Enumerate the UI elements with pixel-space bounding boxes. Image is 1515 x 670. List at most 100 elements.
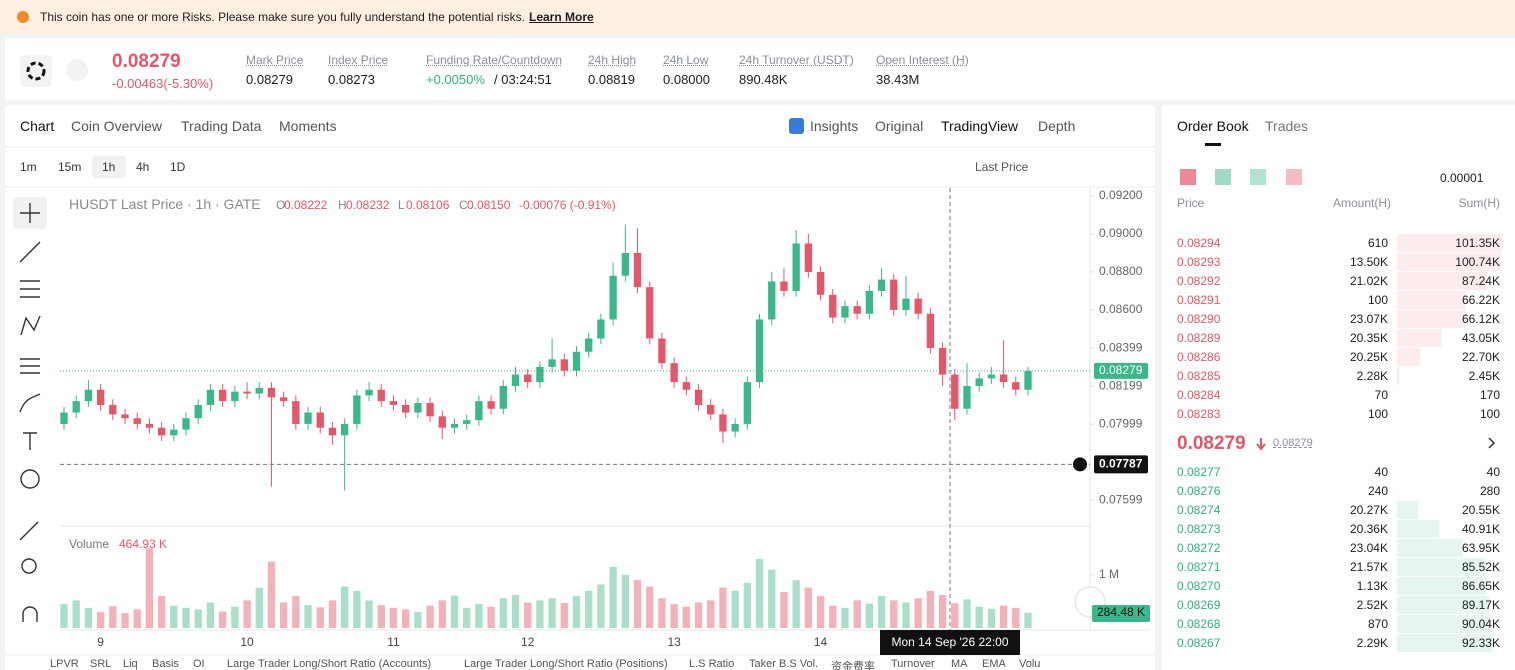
learn-more-link[interactable]: Learn More (529, 10, 594, 24)
interval[interactable]: 15m (58, 160, 82, 174)
book-mark: 0.08279 (1273, 437, 1313, 449)
volume-bar (279, 602, 288, 628)
depth-bar (1397, 272, 1488, 290)
indicator-tab[interactable]: EMA (982, 658, 1006, 670)
chart-tab[interactable]: Trading Data (181, 118, 262, 134)
book-view-asks[interactable] (1250, 169, 1266, 185)
volume-last-box (1092, 605, 1150, 622)
depth-bar (1397, 558, 1486, 576)
indicator-tab[interactable]: L.S Ratio (689, 658, 735, 670)
candle-body (84, 389, 93, 402)
book-tab[interactable]: Trades (1265, 118, 1309, 134)
candle-body (206, 389, 215, 405)
book-view-alt[interactable] (1286, 169, 1302, 185)
volume-bar (231, 606, 239, 628)
legend-value: -0.00076 (-0.91%) (519, 198, 616, 212)
indicator-tab[interactable]: Liq (123, 658, 138, 670)
volume-bar (536, 600, 544, 628)
view-option[interactable]: Insights (810, 118, 859, 134)
book-price: 0.08289 (1177, 331, 1221, 345)
book-view-bids[interactable] (1215, 169, 1231, 185)
volume-bar (694, 602, 703, 628)
volume-bar (340, 586, 349, 628)
volume-bar (719, 587, 727, 628)
risk-banner (0, 0, 1515, 34)
volume-legend: 464.93 K (119, 537, 168, 551)
book-sum: 101.35K (1455, 236, 1500, 250)
candle-body (377, 389, 385, 402)
candle-body (560, 359, 568, 371)
book-sum: 87.24K (1461, 274, 1500, 288)
last-price-box (1094, 362, 1148, 379)
depth-bar (1397, 234, 1502, 252)
chart-tab[interactable]: Coin Overview (71, 118, 163, 134)
book-view-both[interactable] (1180, 169, 1196, 185)
volume-bar (365, 600, 373, 628)
candle-body (682, 382, 690, 390)
insights-icon (789, 118, 804, 134)
indicator-tab[interactable]: Basis (152, 658, 179, 670)
book-amount: 20.36K (1349, 522, 1388, 536)
interval[interactable]: 1m (20, 160, 37, 174)
indicator-tab[interactable]: SRL (90, 658, 112, 670)
view-option[interactable]: TradingView (941, 118, 1019, 134)
y-tick-label: 0.08199 (1099, 378, 1143, 392)
candle-body (1024, 370, 1032, 390)
drawing-tools[interactable] (19, 203, 41, 622)
volume-bar (60, 604, 68, 628)
book-price: 0.08291 (1177, 293, 1221, 307)
indicator-tab[interactable]: Volu (1019, 658, 1041, 670)
candle-body (853, 306, 861, 314)
chart-tab[interactable]: Chart (20, 118, 55, 134)
favorite-star[interactable] (66, 59, 88, 81)
book-amount: 100 (1367, 293, 1388, 307)
volume-bar (109, 606, 117, 628)
candle-body (414, 403, 422, 413)
candle-body (524, 374, 532, 383)
candle-body (731, 423, 739, 432)
stat-label: 24h High (588, 53, 637, 67)
book-amount: 20.35K (1349, 331, 1388, 345)
interval[interactable]: 1h (102, 160, 116, 174)
volume-bar (890, 600, 898, 628)
indicator-tab[interactable]: OI (193, 658, 205, 670)
view-option[interactable]: Depth (1038, 118, 1076, 134)
volume-bar (816, 596, 825, 628)
candle-body (60, 412, 68, 424)
book-sum: 66.22K (1461, 293, 1500, 307)
volume-bar (121, 613, 129, 628)
indicator-tab[interactable]: Turnover (891, 658, 935, 670)
candle-body (999, 374, 1008, 383)
precision[interactable]: 0.00001 (1440, 171, 1484, 185)
chart-tab[interactable]: Moments (279, 118, 337, 134)
price-type[interactable]: Last Price (975, 160, 1029, 174)
view-option[interactable]: Original (875, 118, 924, 134)
y-tick-label: 0.08800 (1099, 264, 1143, 278)
book-price: 0.08276 (1177, 484, 1221, 498)
indicator-tab[interactable]: 资金费率 (831, 661, 875, 670)
depth-bar (1397, 310, 1466, 328)
indicator-tab[interactable]: LPVR (50, 658, 79, 670)
candle-body (938, 347, 947, 375)
volume-bar (914, 598, 922, 628)
book-price: 0.08269 (1177, 598, 1221, 612)
book-tab[interactable]: Order Book (1177, 118, 1249, 134)
interval[interactable]: 4h (136, 160, 150, 174)
interval[interactable]: 1D (170, 160, 186, 174)
candle-body (182, 418, 190, 430)
crosshair-time-box (880, 630, 1020, 655)
volume-bar (463, 607, 471, 628)
volume-bar (963, 599, 971, 628)
volume-bar (389, 607, 398, 628)
indicator-tab[interactable]: Large Trader Long/Short Ratio (Positions… (464, 658, 668, 670)
candle-body (609, 275, 617, 320)
indicator-tab[interactable]: Taker B.S Vol. (749, 658, 819, 670)
book-price: 0.08277 (1177, 465, 1221, 479)
volume-bar (658, 598, 666, 628)
volume-bar (999, 605, 1008, 628)
indicator-tab[interactable]: Large Trader Long/Short Ratio (Accounts) (227, 658, 432, 670)
indicator-tab[interactable]: MA (951, 658, 968, 670)
candle-body (463, 420, 471, 424)
expand-arrow (1488, 437, 1496, 449)
candle-body (572, 351, 581, 371)
